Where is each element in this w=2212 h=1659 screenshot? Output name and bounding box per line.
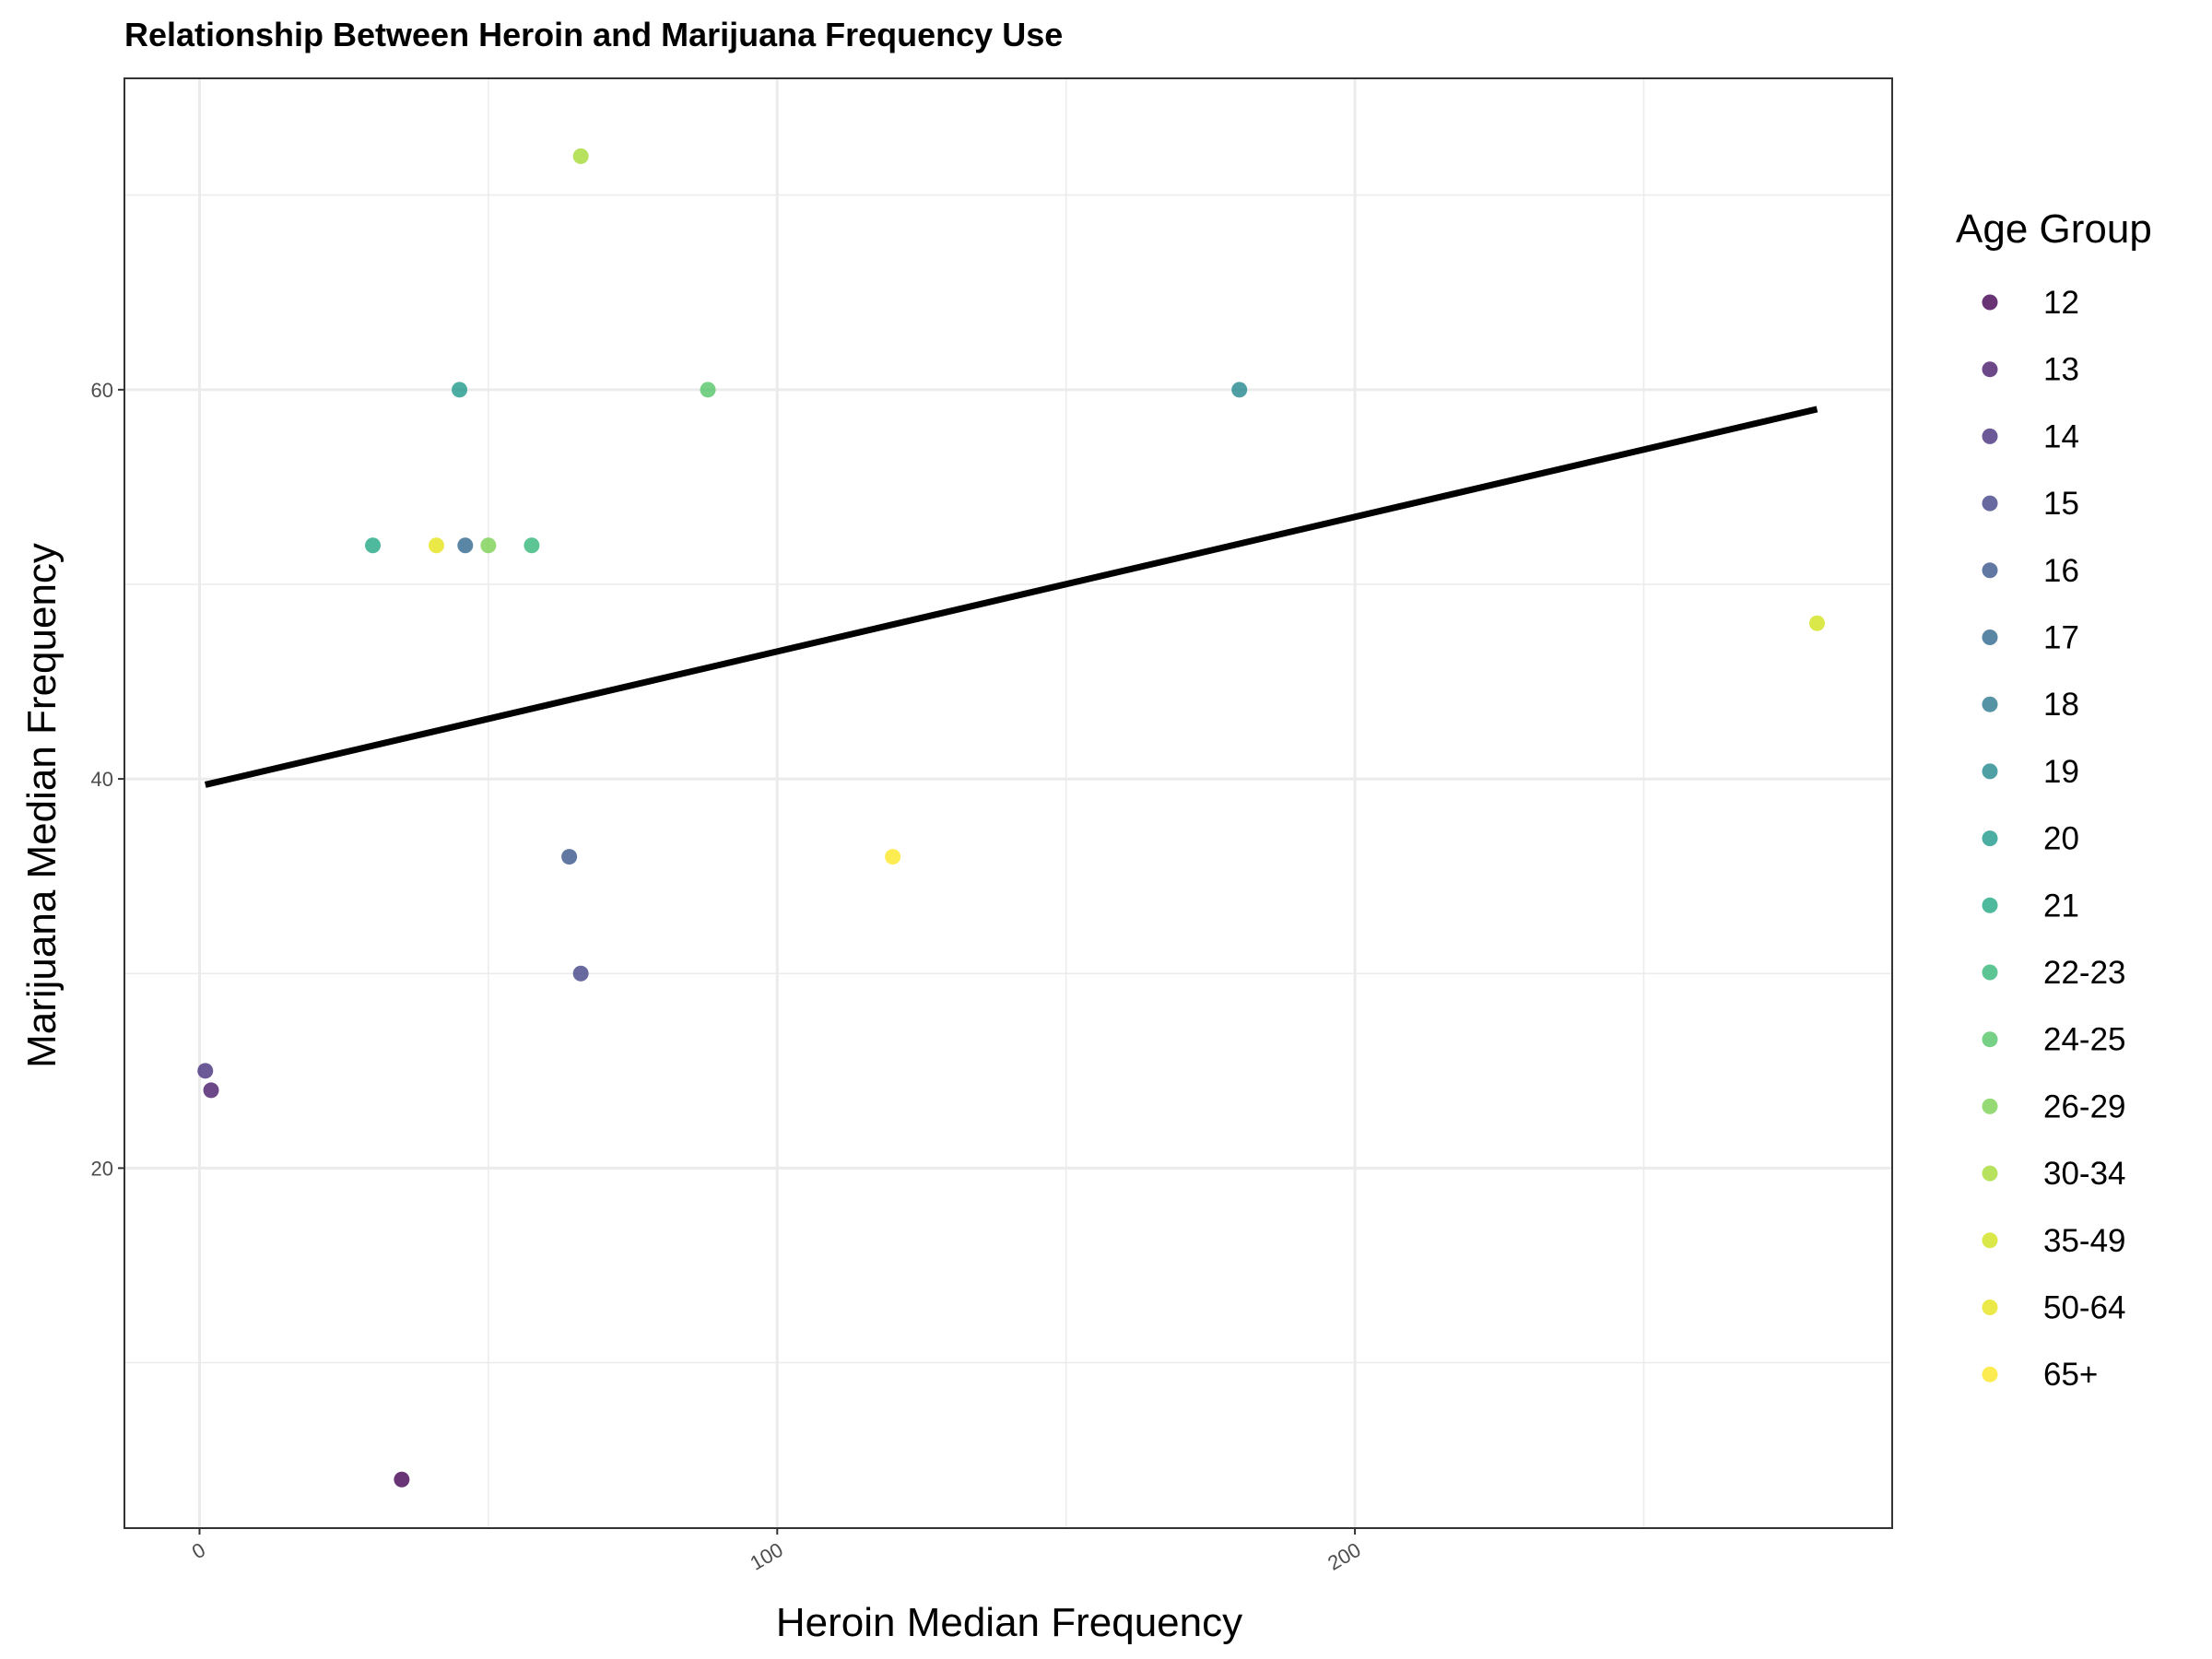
legend-key <box>1982 830 1998 847</box>
legend-key <box>1982 495 1998 512</box>
data-point <box>700 382 716 398</box>
legend-key <box>1982 1300 1998 1315</box>
y-axis-ticks: 20 40 60 <box>91 379 124 1180</box>
trend-line <box>204 406 1818 788</box>
legend-label: 65+ <box>2043 1357 2098 1393</box>
legend: Age Group 12 13 14 15 16 17 18 19 20 21 22-23 24-25… <box>1956 206 2152 1393</box>
panel-border <box>124 77 1893 1529</box>
y-axis-title: Marijuana Median Frequency <box>19 543 65 1068</box>
legend-label: 20 <box>2043 821 2079 857</box>
legend-label: 26-29 <box>2043 1088 2126 1124</box>
legend-title: Age Group <box>1956 206 2152 252</box>
legend-key <box>1982 294 1998 311</box>
data-point <box>203 1082 219 1099</box>
data-point <box>1809 615 1826 631</box>
legend-label: 21 <box>2043 888 2079 924</box>
y-tick-label: 40 <box>91 768 113 791</box>
legend-label: 16 <box>2043 553 2079 589</box>
points-layer <box>197 147 1826 1488</box>
legend-label: 15 <box>2043 486 2079 522</box>
legend-key <box>1982 964 1998 981</box>
legend-key <box>1982 562 1998 579</box>
data-point <box>572 147 589 164</box>
legend-label: 12 <box>2043 285 2079 321</box>
data-point <box>524 537 540 554</box>
legend-key <box>1982 629 1998 645</box>
data-point <box>452 382 468 398</box>
x-axis-title: Heroin Median Frequency <box>776 1600 1242 1645</box>
legend-key <box>1982 361 1998 378</box>
legend-label: 22-23 <box>2043 955 2126 991</box>
y-tick-label: 20 <box>91 1157 113 1180</box>
legend-key <box>1982 1366 1998 1382</box>
legend-label: 35-49 <box>2043 1223 2126 1259</box>
legend-key <box>1982 1031 1998 1048</box>
legend-key <box>1982 428 1998 444</box>
trend-layer <box>204 406 1818 788</box>
data-point <box>394 1471 410 1488</box>
data-point <box>561 849 578 865</box>
legend-label: 19 <box>2043 754 2079 790</box>
data-point <box>197 1063 214 1079</box>
legend-key <box>1982 1098 1998 1114</box>
legend-label: 17 <box>2043 620 2079 656</box>
y-tick-label: 60 <box>91 379 113 402</box>
legend-label: 24-25 <box>2043 1022 2126 1058</box>
chart-title: Relationship Between Heroin and Marijuan… <box>124 16 1063 53</box>
data-point <box>457 537 474 554</box>
data-point <box>365 537 382 554</box>
legend-key <box>1982 1165 1998 1182</box>
data-point <box>428 537 444 554</box>
legend-label: 14 <box>2043 418 2079 454</box>
legend-label: 30-34 <box>2043 1156 2126 1192</box>
legend-key <box>1982 696 1998 712</box>
data-point <box>480 537 497 554</box>
data-point <box>572 965 589 982</box>
panel-grid <box>124 78 1892 1528</box>
legend-label: 13 <box>2043 352 2079 388</box>
legend-key <box>1982 763 1998 780</box>
legend-key <box>1982 1232 1998 1249</box>
legend-key <box>1982 897 1998 913</box>
data-point <box>885 849 901 865</box>
legend-label: 18 <box>2043 687 2079 723</box>
data-point <box>1231 382 1248 398</box>
legend-items: 12 13 14 15 16 17 18 19 20 21 22-23 24-25 26-29 30-34… <box>1982 285 2126 1393</box>
legend-label: 50-64 <box>2043 1290 2126 1326</box>
